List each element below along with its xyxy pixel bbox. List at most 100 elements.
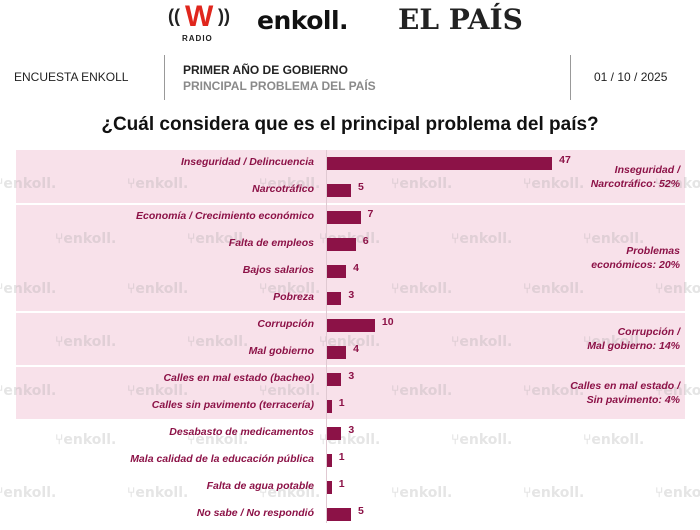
enkoll-watermark: ⑂enkoll. [187,231,249,247]
enkoll-watermark: ⑂enkoll. [187,334,249,350]
enkoll-watermark: ⑂enkoll. [0,281,57,297]
enkoll-watermark: ⑂enkoll. [127,176,189,192]
enkoll-watermark: ⑂enkoll. [127,281,189,297]
value-label: 3 [348,289,355,301]
enkoll-watermark: ⑂enkoll. [0,485,57,501]
value-label: 7 [367,208,374,220]
enkoll-watermark: ⑂enkoll. [523,485,585,501]
enkoll-watermark: ⑂enkoll. [451,432,513,448]
value-label: 5 [357,505,364,517]
bar [327,238,356,251]
bar [327,400,332,413]
survey-name: ENCUESTA ENKOLL [14,70,129,84]
value-label: 4 [353,343,359,355]
enkoll-watermark: ⑂enkoll. [127,383,189,399]
category-label: Economía / Crecimiento económico [136,210,314,222]
group-note-line1: Calles en mal estado / [570,379,680,392]
enkoll-watermark: ⑂enkoll. [523,176,585,192]
enkoll-watermark: ⑂enkoll. [259,383,321,399]
category-label: Calles sin pavimento (terracería) [151,399,314,411]
bar [327,454,332,467]
bar [327,508,351,521]
category-label: Desabasto de medicamentos [169,426,314,438]
bar [327,427,342,440]
category-label: Corrupción [257,318,314,330]
category-label: Mala calidad de la educación pública [130,453,314,465]
radio-waves-right-icon: )) [218,6,230,26]
enkoll-watermark: ⑂enkoll. [55,231,117,247]
header-subtitle-bottom: PRINCIPAL PROBLEMA DEL PAÍS [183,79,376,93]
enkoll-watermark: ⑂enkoll. [391,383,453,399]
value-label: 3 [348,424,355,436]
enkoll-watermark: ⑂enkoll. [391,281,453,297]
category-label: Mal gobierno [248,345,314,357]
bar [327,211,361,224]
enkoll-watermark: ⑂enkoll. [391,176,453,192]
bar [327,292,342,305]
enkoll-watermark: ⑂enkoll. [187,432,249,448]
category-label: Falta de empleos [228,237,314,249]
enkoll-watermark: ⑂enkoll. [523,281,585,297]
category-label: Calles en mal estado (bacheo) [163,372,314,384]
bar [327,157,553,170]
enkoll-watermark: ⑂enkoll. [523,383,585,399]
enkoll-watermark: ⑂enkoll. [259,485,321,501]
group-note-line1: Problemas [626,244,680,257]
enkoll-logo: enkoll. [257,6,349,35]
bar [327,481,332,494]
enkoll-watermark: ⑂enkoll. [451,231,513,247]
value-label: 5 [357,181,364,193]
chart-title: ¿Cuál considera que es el principal prob… [101,114,599,135]
group-note: Calles en mal estado / Sin pavimento: 4% [570,379,680,407]
group-note: Problemas económicos: 20% [591,244,680,272]
enkoll-watermark: ⑂enkoll. [451,334,513,350]
group-note-line1: Corrupción / [617,325,680,338]
enkoll-watermark: ⑂enkoll. [55,334,117,350]
enkoll-watermark: ⑂enkoll. [655,281,700,297]
group-note-line1: Inseguridad / [614,163,680,176]
survey-date: 01 / 10 / 2025 [594,70,668,84]
group-note-line2: Sin pavimento: 4% [586,393,680,406]
enkoll-watermark: ⑂enkoll. [259,281,321,297]
chart-axis [326,150,327,523]
bar [327,373,342,386]
enkoll-watermark: ⑂enkoll. [655,176,700,192]
category-label: Pobreza [273,291,314,303]
value-label: 1 [338,451,345,463]
w-radio-logo: (( W )) RADIO [165,2,235,44]
value-label: 1 [338,397,345,409]
radio-waves-left-icon: (( [168,6,180,26]
enkoll-watermark: ⑂enkoll. [583,432,645,448]
w-radio-sub: RADIO [182,34,213,43]
enkoll-watermark: ⑂enkoll. [0,383,57,399]
group-note-line2: Narcotráfico: 52% [590,177,680,190]
header-divider-right [570,55,571,100]
enkoll-watermark: ⑂enkoll. [655,485,700,501]
bar [327,265,347,278]
group-note-line2: económicos: 20% [591,258,680,271]
group-note-line2: Mal gobierno: 14% [587,339,680,352]
enkoll-watermark: ⑂enkoll. [0,176,57,192]
w-radio-mark: W [185,0,214,33]
value-label: 1 [338,478,345,490]
category-label: Inseguridad / Delincuencia [180,156,314,168]
survey-header: ENCUESTA ENKOLL PRIMER AÑO DE GOBIERNO P… [0,55,700,100]
value-label: 4 [353,262,359,274]
value-label: 47 [559,154,571,166]
group-band [16,367,685,419]
bar [327,319,375,332]
category-label: Bajos salarios [242,264,314,276]
enkoll-watermark: ⑂enkoll. [583,334,645,350]
category-label: Narcotráfico [252,183,314,195]
value-label: 10 [381,316,394,328]
enkoll-watermark: ⑂enkoll. [391,485,453,501]
enkoll-watermark: ⑂enkoll. [259,176,321,192]
category-label: No sabe / No respondió [196,507,314,519]
enkoll-watermark: ⑂enkoll. [127,485,189,501]
el-pais-logo: EL PAÍS [398,3,523,36]
group-note: Corrupción / Mal gobierno: 14% [587,325,680,353]
header-subtitle-top: PRIMER AÑO DE GOBIERNO [183,63,348,77]
category-label: Falta de agua potable [206,480,314,492]
enkoll-watermark: ⑂enkoll. [55,432,117,448]
value-label: 6 [362,235,369,247]
